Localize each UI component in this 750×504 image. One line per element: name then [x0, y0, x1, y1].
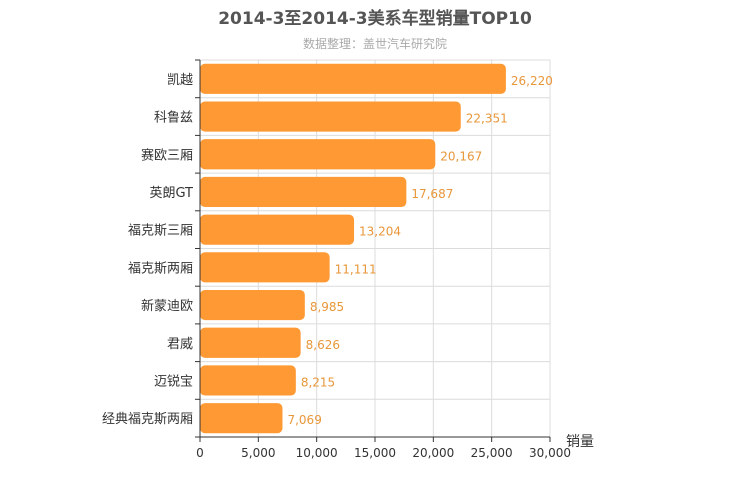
x-tick-label: 25,000 — [471, 446, 513, 460]
x-tick-label: 15,000 — [354, 446, 396, 460]
x-tick-label: 30,000 — [529, 446, 571, 460]
bar[interactable] — [200, 327, 301, 358]
x-tick-label: 10,000 — [296, 446, 338, 460]
data-label: 20,167 — [440, 149, 482, 163]
category-label: 赛欧三厢 — [141, 147, 193, 163]
data-label: 26,220 — [511, 74, 553, 88]
data-label: 8,215 — [301, 375, 335, 389]
bar[interactable] — [200, 365, 296, 396]
x-tick-label: 20,000 — [412, 446, 454, 460]
data-label: 8,626 — [306, 338, 340, 352]
category-label: 福克斯两厢 — [128, 261, 193, 276]
x-tick-label: 0 — [196, 446, 204, 460]
data-label: 8,985 — [310, 300, 344, 314]
category-label: 迈锐宝 — [154, 374, 193, 389]
category-label: 凯越 — [167, 73, 193, 88]
category-label: 科鲁兹 — [154, 111, 193, 126]
category-label: 福克斯三厢 — [128, 224, 193, 239]
bar[interactable] — [200, 176, 407, 208]
bar[interactable] — [200, 101, 461, 132]
data-label: 11,111 — [335, 262, 377, 276]
category-label: 英朗GT — [149, 186, 193, 201]
category-label: 君威 — [167, 337, 193, 352]
category-label: 新蒙迪欧 — [141, 298, 193, 314]
category-label: 经典福克斯两厢 — [102, 412, 193, 427]
data-label: 13,204 — [359, 225, 401, 239]
bar[interactable] — [200, 214, 355, 245]
bar[interactable] — [200, 63, 506, 94]
x-axis-title: 销量 — [566, 434, 594, 450]
bar[interactable] — [200, 289, 305, 321]
bar[interactable] — [200, 403, 283, 434]
bars: 26,220 22,351 20,167 17,687 13,204 11,111 8,98… — [200, 63, 553, 434]
chart-subtitle: 数据整理：盖世汽车研究院 — [303, 36, 447, 51]
chart-title: 2014-3至2014-3美系车型销量TOP10 — [218, 8, 532, 29]
x-tick-label: 5,000 — [241, 446, 275, 460]
bar[interactable] — [200, 252, 330, 283]
data-label: 17,687 — [411, 187, 453, 201]
bar[interactable] — [200, 139, 436, 170]
data-label: 22,351 — [466, 112, 508, 126]
data-label: 7,069 — [287, 413, 321, 427]
